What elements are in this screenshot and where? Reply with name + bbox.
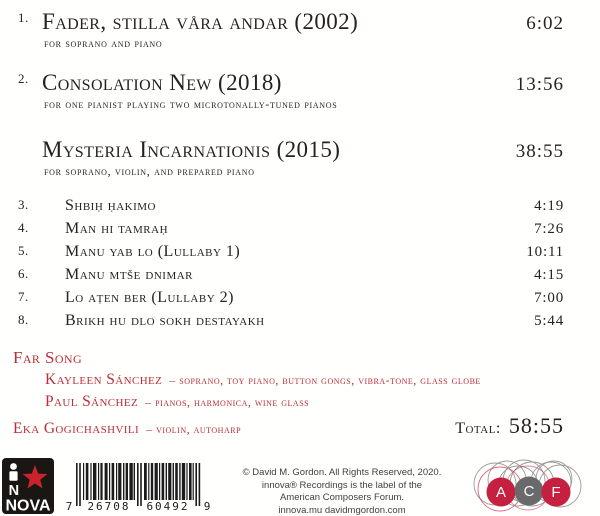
barcode-bars [76,463,201,506]
movement-number: 5. [18,243,29,258]
work-duration: 38:55 [515,141,564,162]
movement-duration: 5:44 [534,313,564,329]
copyright-block: © David M. Gordon. All Rights Reserved, … [228,467,456,516]
movement-duration: 10:11 [526,244,564,260]
barcode-digits-group1: 26708 [87,500,130,512]
movement-row: 3. Shbiḥ ḥakimo 4:19 [18,197,564,215]
innova-logo: N NOVA [2,458,54,516]
work-number: 1. [18,10,29,25]
innova-logo-n: N [9,483,19,499]
movement-duration: 4:19 [534,198,564,214]
movement-title: Lo aṭen ber (Lullaby 2) [65,289,234,306]
copyright-line: © David M. Gordon. All Rights Reserved, … [242,467,442,478]
movement-row: 7. Lo aṭen ber (Lullaby 2) 7:00 [18,289,564,307]
work-duration: 13:56 [515,74,564,95]
work-title: Mysteria Incarnationis (2015) [42,137,341,162]
innova-logo-nova: NOVA [6,498,51,515]
work-subtitle: for one pianist playing two microtonally… [44,97,338,111]
movement-title: Shbiḥ ḥakimo [65,197,157,214]
performer-roles: – soprano, toy piano, button gongs, vibr… [169,373,481,387]
movement-title: Manu mtše dnimar [65,266,194,283]
performer-total-row: Eka Gogichashvili – violin, autoharp Tot… [13,413,564,439]
barcode-digits-group2: 60492 [146,500,189,512]
movement-number: 7. [18,289,29,304]
total-time: 58:55 [508,413,564,438]
performer-roles: – violin, autoharp [146,422,242,436]
copyright-line: innova.mu davidmgordon.com [278,504,406,516]
movement-title: Man hi tamraḥ [65,220,169,237]
movement-title: Manu yab lo (Lullaby 1) [65,243,241,260]
acf-logo-graphic: A C F [473,459,582,512]
copyright-line: innova® Recordings is the label of the [261,479,423,491]
movement-title: Brikh hu dlo sokh destayakh [65,312,265,329]
performer-name: Kayleen Sánchez [45,371,163,388]
work-duration: 6:02 [526,13,564,34]
barcode-graphic: 7 26708 60492 9 [66,463,211,513]
movement-row: 5. Manu yab lo (Lullaby 1) 10:11 [18,243,564,261]
copyright-line: American Composers Forum. [279,492,405,503]
innova-logo-graphic: N NOVA [2,458,54,515]
movement-number: 4. [18,220,29,235]
work-title: Fader, stilla våra andar (2002) [42,9,359,34]
movement-row: 6. Manu mtše dnimar 4:15 [18,266,564,284]
work-row: 2. Consolation New (2018) 13:56 [18,70,564,96]
movement-row: 8. Brikh hu dlo sokh destayakh 5:44 [18,312,564,330]
person-icon [9,463,18,481]
performer-row: Paul Sánchez – pianos, harmonica, wine g… [45,393,309,411]
movement-duration: 4:15 [534,267,564,283]
barcode-digit-right: 9 [204,500,211,512]
movement-number: 6. [18,266,29,281]
performer-row: Kayleen Sánchez – soprano, toy piano, bu… [45,371,481,389]
movement-number: 3. [18,197,29,212]
work-row: Mysteria Incarnationis (2015) 38:55 [18,137,564,163]
acf-letter-c: C [524,483,535,500]
work-row: 1. Fader, stilla våra andar (2002) 6:02 [18,9,564,35]
total-duration: Total: 58:55 [455,413,564,439]
work-title: Consolation New (2018) [42,70,282,95]
movement-duration: 7:00 [534,290,564,306]
movement-number: 8. [18,312,29,327]
performer-name: Paul Sánchez [45,393,139,410]
acf-letter-f: F [551,484,560,501]
barcode-digit-left: 7 [66,500,73,512]
total-label: Total: [455,420,501,437]
performer-row: Eka Gogichashvili – violin, autoharp [13,420,241,438]
barcode: 7 26708 60492 9 [62,463,212,516]
work-subtitle: for soprano, violin, and prepared piano [44,164,255,178]
ensemble-name: Far Song [13,348,83,367]
performer-name: Eka Gogichashvili [13,420,140,437]
movement-duration: 7:26 [534,221,564,237]
acf-logo: A C F [466,452,588,516]
acf-letter-a: A [496,484,506,501]
star-icon [22,465,48,489]
work-number: 2. [18,71,29,86]
work-subtitle: for soprano and piano [44,36,163,50]
movement-row: 4. Man hi tamraḥ 7:26 [18,220,564,238]
performer-roles: – pianos, harmonica, wine glass [145,395,310,409]
